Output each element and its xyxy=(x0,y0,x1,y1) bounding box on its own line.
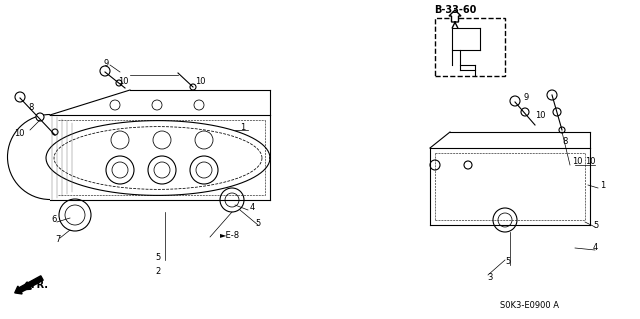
Circle shape xyxy=(493,208,517,232)
Circle shape xyxy=(36,113,44,121)
Circle shape xyxy=(430,160,440,170)
Circle shape xyxy=(559,127,565,133)
Circle shape xyxy=(111,131,129,149)
Text: S0K3-E0900 A: S0K3-E0900 A xyxy=(500,301,559,310)
Text: 8: 8 xyxy=(28,103,33,113)
Circle shape xyxy=(100,66,110,76)
Text: B-33-60: B-33-60 xyxy=(434,5,476,15)
Circle shape xyxy=(152,100,162,110)
Text: 10: 10 xyxy=(572,158,582,167)
Text: 5: 5 xyxy=(505,257,510,266)
Circle shape xyxy=(65,205,85,225)
Circle shape xyxy=(196,162,212,178)
Circle shape xyxy=(190,84,196,90)
Circle shape xyxy=(106,156,134,184)
Circle shape xyxy=(194,100,204,110)
FancyArrow shape xyxy=(15,276,43,294)
Circle shape xyxy=(116,80,122,86)
Circle shape xyxy=(59,199,91,231)
Text: 7: 7 xyxy=(55,235,60,244)
Circle shape xyxy=(464,161,472,169)
Text: 6: 6 xyxy=(51,216,56,225)
Bar xyxy=(435,18,505,76)
Text: 8: 8 xyxy=(562,137,568,146)
Text: 1: 1 xyxy=(600,181,605,189)
Text: 1: 1 xyxy=(240,123,245,132)
Circle shape xyxy=(154,162,170,178)
Text: 5: 5 xyxy=(255,219,260,227)
Text: 10: 10 xyxy=(14,129,24,137)
Text: 2: 2 xyxy=(155,268,160,277)
Circle shape xyxy=(547,90,557,100)
FancyArrow shape xyxy=(449,10,461,22)
Circle shape xyxy=(521,108,529,116)
Circle shape xyxy=(510,96,520,106)
Circle shape xyxy=(15,92,25,102)
Text: 9: 9 xyxy=(104,58,109,68)
Text: 10: 10 xyxy=(535,110,545,120)
Text: 4: 4 xyxy=(250,204,255,212)
Circle shape xyxy=(52,129,58,135)
Text: 5: 5 xyxy=(155,254,160,263)
Text: 5: 5 xyxy=(593,220,598,229)
Circle shape xyxy=(195,131,213,149)
Circle shape xyxy=(498,213,512,227)
Circle shape xyxy=(220,188,244,212)
Circle shape xyxy=(148,156,176,184)
Text: 4: 4 xyxy=(593,243,598,253)
Circle shape xyxy=(190,156,218,184)
Text: 10: 10 xyxy=(585,158,595,167)
Text: 9: 9 xyxy=(524,93,529,101)
Text: 3: 3 xyxy=(487,273,492,283)
Text: 10: 10 xyxy=(195,78,205,86)
Text: FR.: FR. xyxy=(30,280,48,290)
Text: 10: 10 xyxy=(118,78,129,86)
Circle shape xyxy=(553,108,561,116)
Circle shape xyxy=(110,100,120,110)
Circle shape xyxy=(153,131,171,149)
Circle shape xyxy=(225,193,239,207)
Circle shape xyxy=(112,162,128,178)
Text: ►E-8: ►E-8 xyxy=(220,231,240,240)
